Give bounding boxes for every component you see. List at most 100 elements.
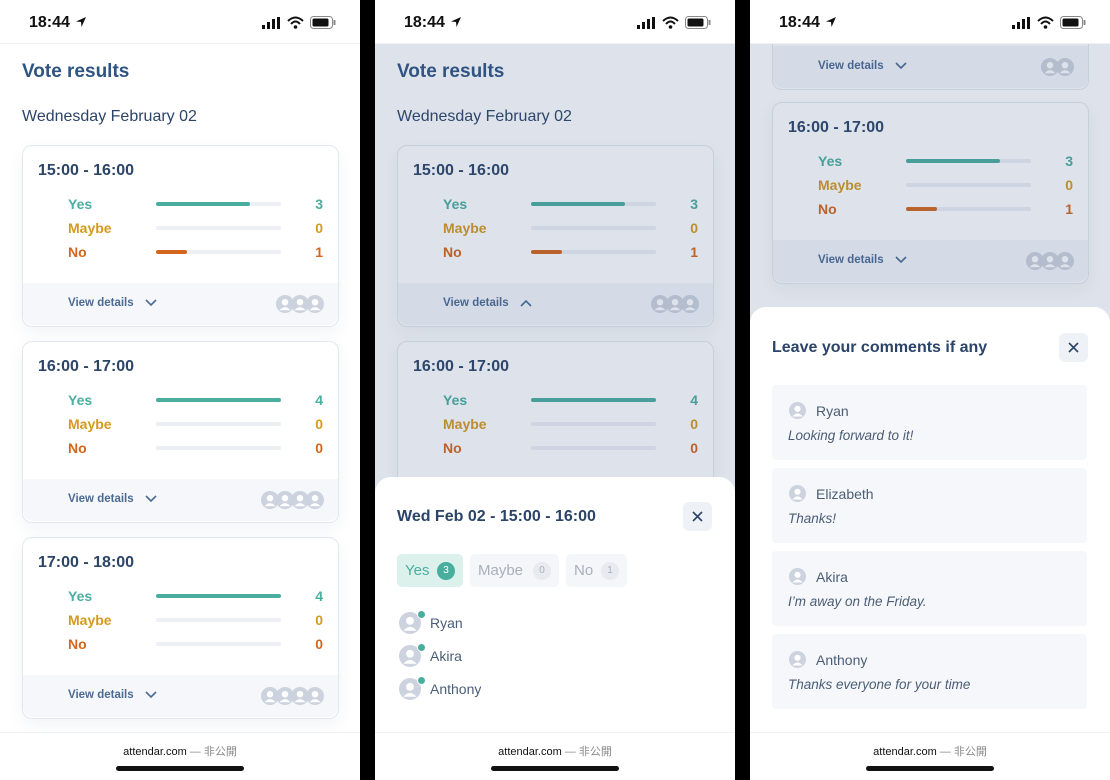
avatar-icon <box>399 612 421 634</box>
vote-label: Maybe <box>68 220 112 236</box>
view-details-link[interactable]: View details <box>818 60 884 72</box>
vote-count: 4 <box>315 588 323 604</box>
battery <box>1060 16 1086 29</box>
wifi-icon <box>287 16 304 29</box>
avatar-icon <box>261 687 279 705</box>
view-details-link[interactable]: View details <box>443 297 509 309</box>
avatar <box>1056 252 1074 270</box>
check-badge-icon <box>417 643 426 652</box>
view-details-link[interactable]: View details <box>68 493 134 505</box>
tab-count: 1 <box>601 562 619 580</box>
avatar <box>291 687 309 705</box>
status-time: 18:44 <box>404 14 445 31</box>
avatar <box>651 295 669 313</box>
card-footer: View details <box>23 283 338 325</box>
sheet-title: Wed Feb 02 - 15:00 - 16:00 <box>397 508 596 525</box>
comment: Akira I’m away on the Friday. <box>772 551 1087 626</box>
vote-tab[interactable]: No 1 <box>566 554 627 587</box>
slot-time: 16:00 - 17:00 <box>413 358 510 375</box>
vote-track <box>531 250 656 254</box>
avatar <box>666 295 684 313</box>
vote-count: 1 <box>1065 201 1073 217</box>
vote-bar <box>156 398 281 402</box>
avatar-icon <box>681 295 699 313</box>
signal <box>262 17 282 29</box>
voter-name: Ryan <box>430 615 463 631</box>
avatar-icon <box>306 295 324 313</box>
avatar-icon <box>291 295 309 313</box>
vote-label: Yes <box>68 588 93 604</box>
vote-tab[interactable]: Maybe 0 <box>470 554 559 587</box>
vote-track <box>906 183 1031 187</box>
view-details-link[interactable]: View details <box>68 297 134 309</box>
slot-time: 17:00 - 18:00 <box>38 554 135 571</box>
signal <box>637 17 657 29</box>
commenter-name: Anthony <box>816 652 868 668</box>
date-heading: Wednesday February 02 <box>397 108 572 125</box>
url: attendar.com — 非公開 <box>0 743 360 759</box>
chevron <box>145 299 157 307</box>
avatar-icon <box>1041 252 1059 270</box>
browser-bar <box>0 732 360 780</box>
vote-track <box>531 422 656 426</box>
vote-count: 3 <box>690 196 698 212</box>
tab-count: 3 <box>437 562 455 580</box>
avatar-icon <box>666 295 684 313</box>
card-footer: View details <box>773 46 1088 88</box>
avatar <box>261 687 279 705</box>
location-arrow <box>825 16 837 28</box>
check-badge <box>417 676 426 685</box>
sheet-title: Leave your comments if any <box>772 339 988 356</box>
slot-time: 15:00 - 16:00 <box>413 162 510 179</box>
vote-count: 0 <box>690 416 698 432</box>
home-indicator <box>866 766 994 771</box>
chevron-icon <box>145 495 157 503</box>
view-details-link[interactable]: View details <box>68 689 134 701</box>
signal-icon <box>637 17 655 29</box>
vote-track <box>906 207 1031 211</box>
chevron-icon <box>145 299 157 307</box>
battery <box>310 16 336 29</box>
avatar <box>291 295 309 313</box>
vote-tab[interactable]: Yes 3 <box>397 554 463 587</box>
close-button-icon <box>692 511 703 522</box>
comment: Ryan Looking forward to it! <box>772 385 1087 460</box>
avatar <box>789 568 806 585</box>
chevron <box>520 299 532 307</box>
comment-text: Thanks! <box>788 511 837 526</box>
vote-label: No <box>68 244 87 260</box>
wifi-icon <box>662 16 679 29</box>
location-arrow <box>75 16 87 28</box>
avatar-icon <box>1026 252 1044 270</box>
url-note: — 非公開 <box>564 746 612 758</box>
chevron-icon <box>520 299 532 307</box>
vote-track <box>156 618 281 622</box>
avatar-icon <box>789 485 806 502</box>
avatar <box>789 651 806 668</box>
vote-bar <box>156 202 250 206</box>
view-details-link[interactable]: View details <box>818 254 884 266</box>
avatar <box>399 612 421 634</box>
vote-count: 0 <box>690 440 698 456</box>
avatar <box>306 491 324 509</box>
url: attendar.com — 非公開 <box>375 743 735 759</box>
time-slot-card: 15:00 - 16:00 Yes 3 Maybe 0 No 1 View details <box>22 145 339 327</box>
status-bar <box>0 0 360 44</box>
voter-name: Anthony <box>430 681 482 697</box>
avatar-icon <box>291 687 309 705</box>
battery-icon <box>310 16 336 29</box>
vote-label: Yes <box>443 392 468 408</box>
avatar <box>399 678 421 700</box>
avatar-icon <box>306 491 324 509</box>
vote-count: 0 <box>315 636 323 652</box>
vote-track <box>156 250 281 254</box>
bottom-sheet: Wed Feb 02 - 15:00 - 16:00 Yes 3 Maybe 0 No 1 R… <box>375 477 735 780</box>
check-badge-icon <box>417 676 426 685</box>
vote-count: 4 <box>315 392 323 408</box>
vote-track <box>531 446 656 450</box>
url-domain: attendar.com <box>123 746 187 758</box>
check-badge-icon <box>417 610 426 619</box>
wifi <box>662 16 679 29</box>
vote-label: No <box>68 636 87 652</box>
avatar <box>399 645 421 667</box>
